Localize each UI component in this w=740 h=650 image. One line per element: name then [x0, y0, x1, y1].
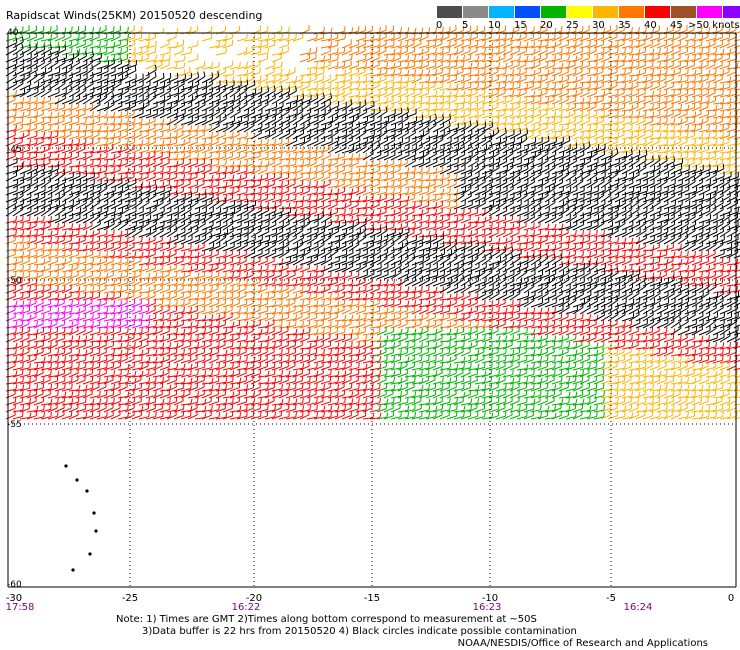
colorbar-segment [567, 6, 593, 18]
colorbar-segment [645, 6, 671, 18]
lat-label-40: 40 [7, 28, 19, 38]
colorbar-labels: >50 knots 0 5 10 15 20 25 30 35 40 45 [430, 20, 740, 32]
colorbar-tick-label: 30 [592, 20, 605, 31]
colorbar-segment [697, 6, 723, 18]
time-label-1: 17:58 [5, 602, 35, 613]
islands [64, 464, 98, 572]
lon-label-5w: -5 [606, 593, 616, 604]
lon-label-15w: -15 [363, 593, 381, 604]
colorbar-segment [463, 6, 489, 18]
colorbar-segment [515, 6, 541, 18]
time-label-4: 16:24 [623, 602, 653, 613]
wind-speed-colorbar [437, 6, 740, 18]
colorbar-segment [437, 6, 463, 18]
colorbar-tick-label: 45 [670, 20, 683, 31]
colorbar-tick-label: 5 [462, 20, 469, 31]
colorbar-segment [619, 6, 645, 18]
lon-label-30w: -30 [5, 593, 23, 604]
note-line-2: 3)Data buffer is 22 hrs from 20150520 4)… [142, 626, 577, 637]
lon-label-25w: -25 [121, 593, 139, 604]
lat-label-50: -50 [7, 276, 22, 286]
colorbar-segment [541, 6, 567, 18]
colorbar-tick-label: 40 [644, 20, 657, 31]
lat-label-60: -60 [7, 580, 22, 590]
map-title: Rapidscat Winds(25KM) 20150520 descendin… [6, 9, 263, 22]
time-label-2: 16:22 [231, 602, 261, 613]
lat-label-55: -55 [7, 420, 22, 430]
colorbar-tick-label: 15 [514, 20, 527, 31]
lat-lon-grid [7, 32, 737, 588]
colorbar-segment [593, 6, 619, 18]
lat-label-45: -45 [7, 145, 22, 155]
lon-label-0: 0 [727, 593, 735, 604]
note-line-1: Note: 1) Times are GMT 2)Times along bot… [116, 614, 537, 625]
colorbar-tick-label: 10 [488, 20, 501, 31]
colorbar-tick-label: 35 [618, 20, 631, 31]
wind-bands [5, 24, 740, 420]
lon-label-10w: -10 [481, 593, 499, 604]
colorbar-segment [671, 6, 697, 18]
time-label-3: 16:23 [472, 602, 502, 613]
colorbar-unit-label: >50 knots [688, 20, 740, 31]
colorbar-segment [723, 6, 740, 18]
colorbar-segment [489, 6, 515, 18]
colorbar-tick-label: 20 [540, 20, 553, 31]
colorbar-tick-label: 0 [436, 20, 443, 31]
lon-label-20w: -20 [245, 593, 263, 604]
colorbar-tick-label: 25 [566, 20, 579, 31]
credit-line: NOAA/NESDIS/Office of Research and Appli… [457, 638, 708, 649]
